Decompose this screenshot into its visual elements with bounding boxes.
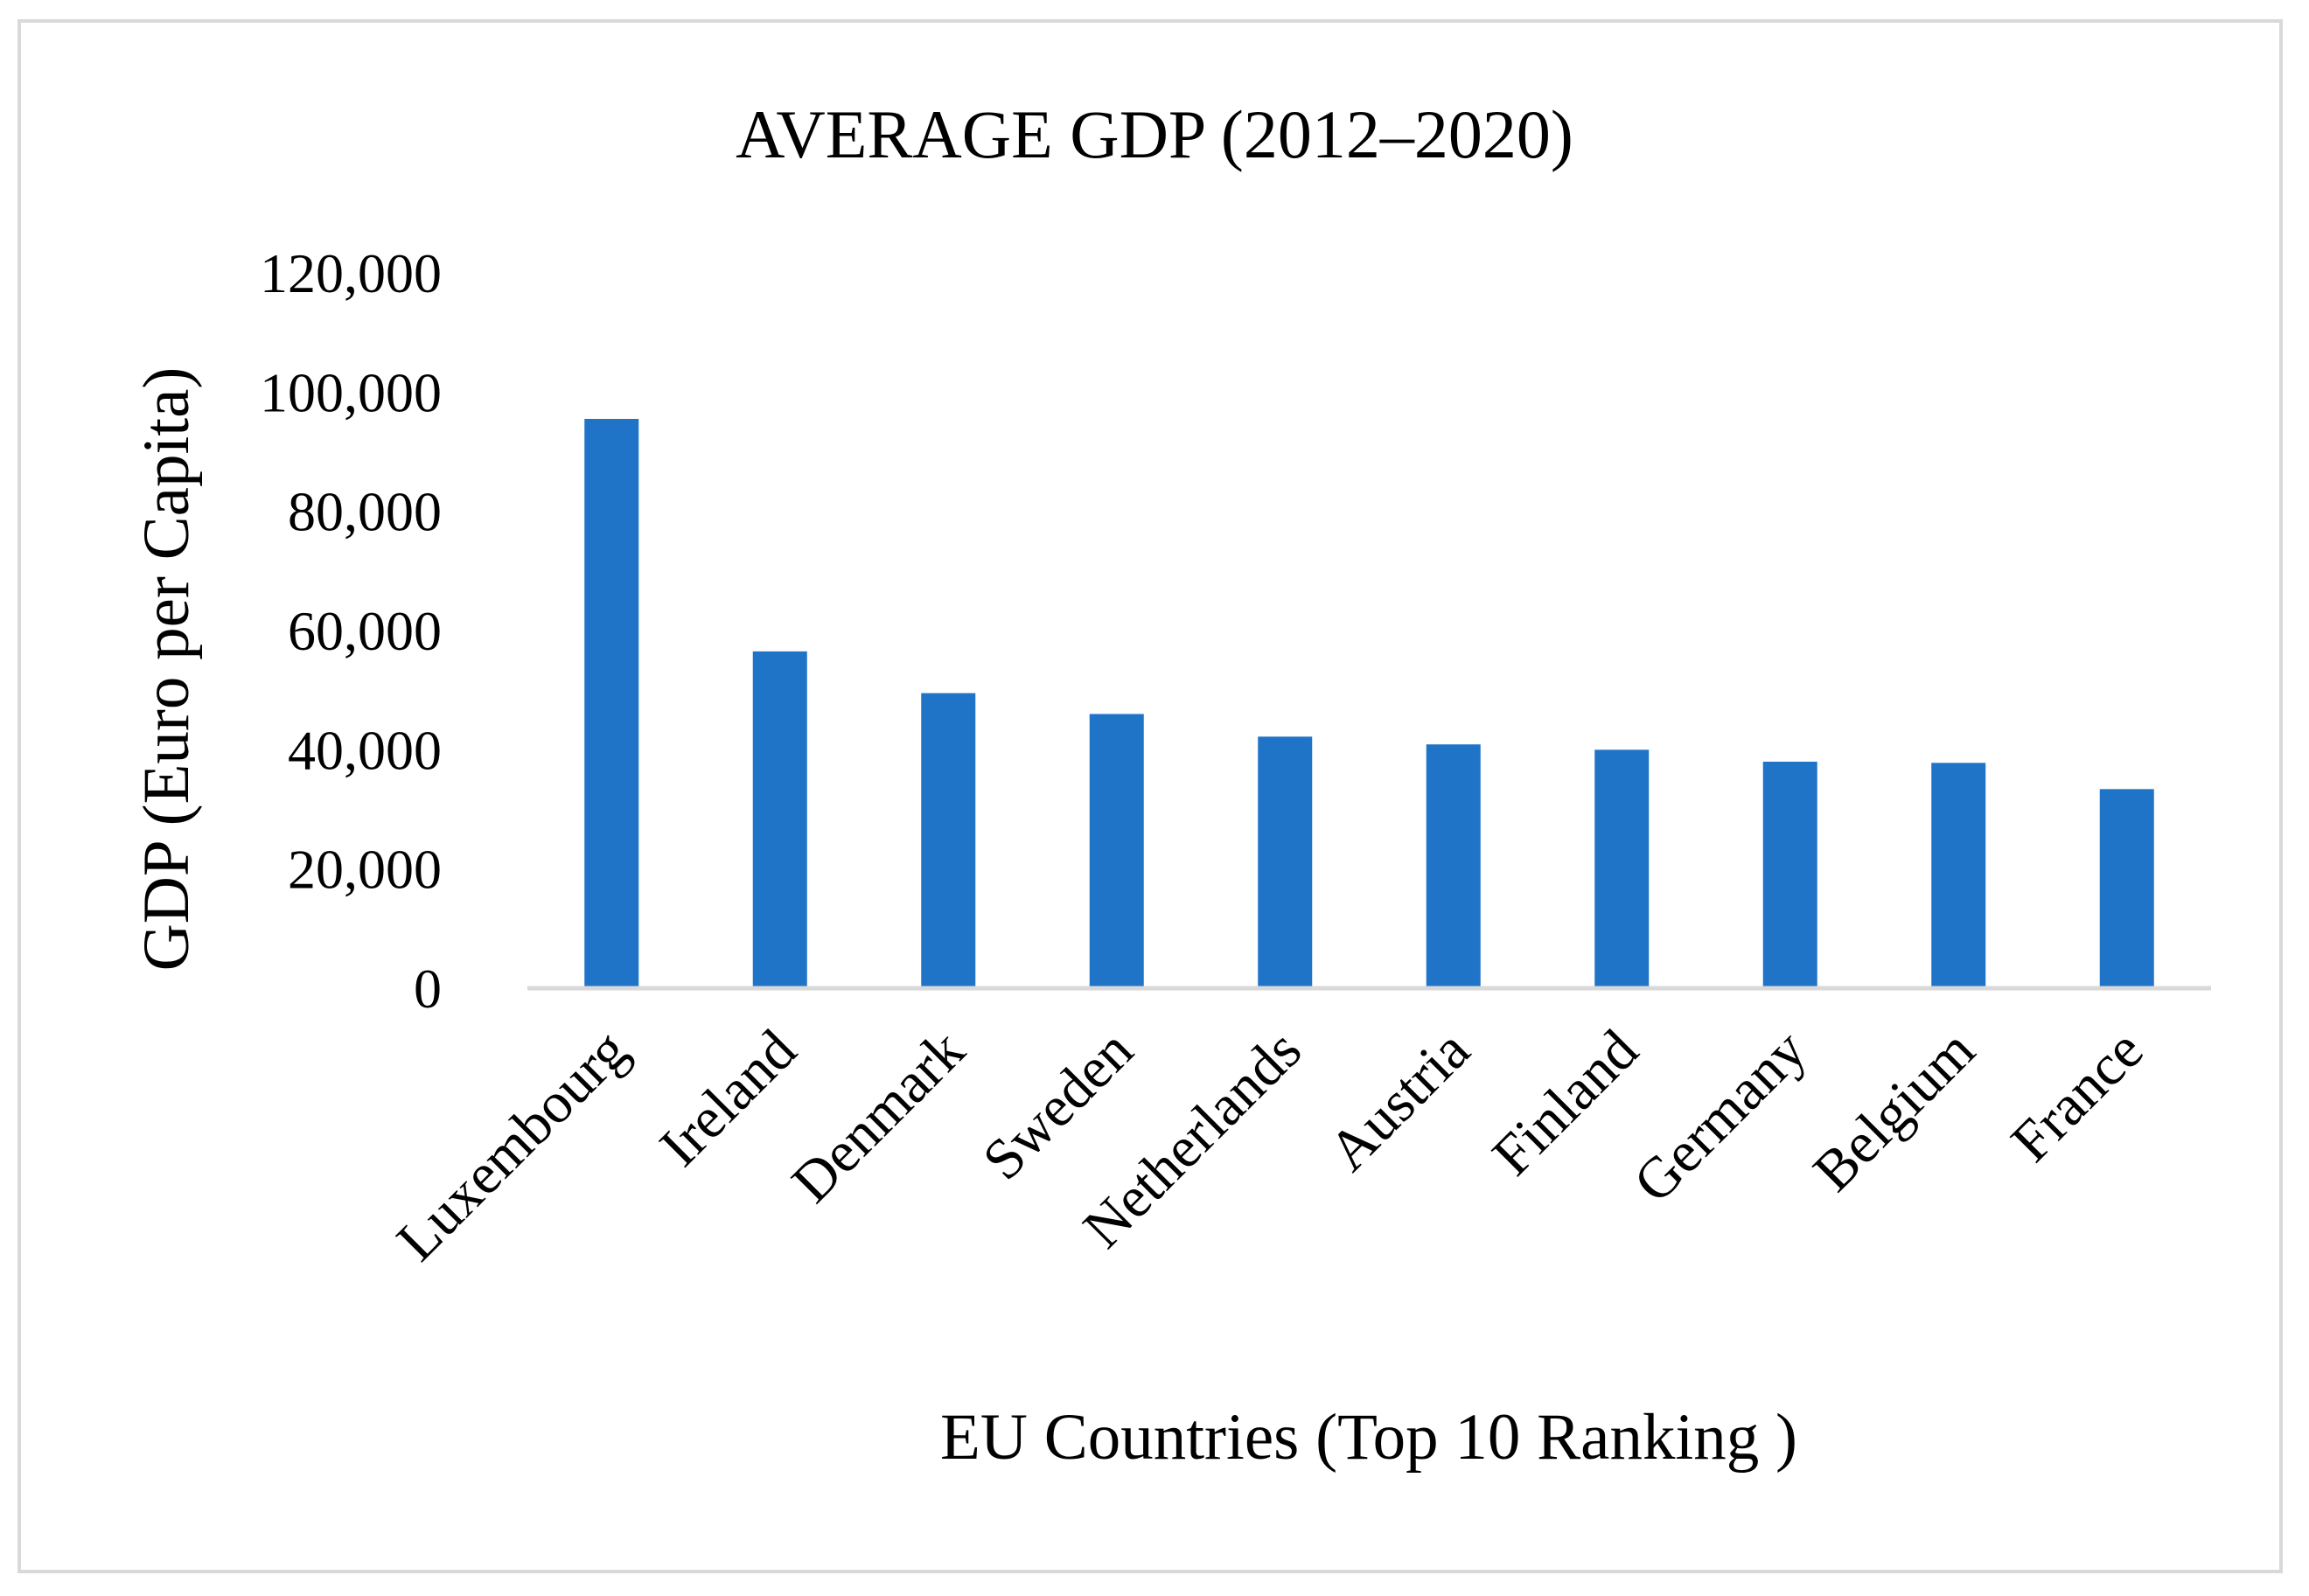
bar	[584, 419, 639, 989]
bar	[1762, 761, 1817, 988]
chart-title: AVERAGE GDP (2012–2020)	[736, 96, 1573, 172]
bars	[584, 419, 2154, 989]
y-tick-label: 80,000	[288, 481, 442, 543]
x-tick-label: Finland	[1481, 1018, 1650, 1188]
y-tick-label: 100,000	[260, 361, 442, 423]
chart-frame	[17, 19, 2283, 1573]
x-axis-categories: Luxembourg IrelandDenmarkSwedenNetherland…	[385, 1018, 2155, 1273]
x-tick-label: Germany	[1622, 1018, 1818, 1215]
bar	[1089, 714, 1144, 988]
y-axis-ticks: 0 20,000 40,000 60,000 80,000 100,000 120,000	[260, 242, 442, 1020]
bar	[1426, 744, 1481, 988]
x-tick-label: Belgium	[1801, 1018, 1986, 1203]
x-tick-label: France	[1999, 1018, 2156, 1174]
x-tick-label: Austria	[1316, 1018, 1482, 1183]
y-tick-label: 40,000	[288, 719, 442, 781]
x-axis-title: EU Countries (Top 10 Ranking )	[940, 1401, 1797, 1474]
y-tick-label: 120,000	[260, 242, 442, 304]
x-tick-label: Luxembourg	[385, 1018, 640, 1273]
bar	[1931, 763, 1986, 988]
bar	[1258, 736, 1313, 988]
x-tick-label: Denmark	[780, 1018, 977, 1215]
y-tick-label: 20,000	[288, 839, 442, 901]
bar	[2099, 789, 2154, 988]
bar	[921, 693, 976, 988]
x-tick-label: Ireland	[648, 1018, 809, 1179]
y-tick-label: 0	[414, 958, 442, 1020]
y-axis-title: GDP (Euro per Capita)	[130, 367, 203, 972]
bar	[752, 651, 807, 988]
bar	[1594, 749, 1650, 988]
y-tick-label: 60,000	[288, 600, 442, 662]
